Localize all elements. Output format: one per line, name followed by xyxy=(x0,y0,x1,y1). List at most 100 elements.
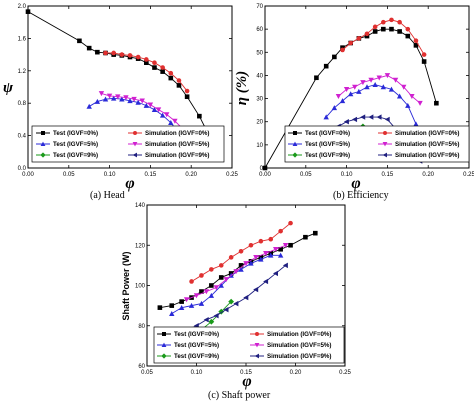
y-tick-label: 140 xyxy=(135,203,146,209)
data-point xyxy=(223,306,229,313)
legend-swatch-marker xyxy=(292,141,298,146)
data-point xyxy=(263,278,269,285)
legend-label: Test (IGVF=0%) xyxy=(174,331,219,338)
legend-swatch-marker xyxy=(133,131,137,135)
y-tick-label: 60 xyxy=(256,27,263,33)
data-point xyxy=(86,103,92,109)
legend-label: Simulation (IGVF=5%) xyxy=(267,342,331,349)
chart-panel-1: 0.00 0.05 0.10 0.15 0.20 0.25 0.0 0.4 0.8 1.2 1.6 2… xyxy=(3,4,239,201)
data-point xyxy=(152,65,157,70)
legend-swatch-marker xyxy=(132,152,137,158)
data-point xyxy=(277,252,284,258)
legend-label: Test (IGVF=0%) xyxy=(53,130,98,137)
data-point xyxy=(168,119,174,125)
data-point xyxy=(119,52,125,57)
data-point xyxy=(372,29,378,34)
data-point xyxy=(364,84,370,90)
data-point xyxy=(155,107,162,113)
data-point xyxy=(228,298,235,305)
legend-label: Test (IGVF=5%) xyxy=(174,342,219,349)
data-point xyxy=(434,100,439,106)
y-tick-label: 40 xyxy=(256,73,263,79)
data-point xyxy=(368,114,374,120)
data-point xyxy=(152,60,157,65)
data-point xyxy=(381,19,386,25)
data-point xyxy=(360,80,366,86)
data-point xyxy=(248,260,254,266)
x-tick-label: 0.00 xyxy=(22,172,34,178)
data-point xyxy=(262,165,268,171)
series-2 xyxy=(103,50,190,94)
y-tick-label: 20 xyxy=(256,120,263,126)
y-tick-label: 0 xyxy=(260,166,264,172)
data-point xyxy=(413,121,419,127)
legend-box xyxy=(153,326,345,364)
x-tick-label: 0.05 xyxy=(141,370,153,376)
y-tick-label: 1.6 xyxy=(18,36,27,42)
data-point xyxy=(199,289,204,294)
data-point xyxy=(135,54,141,60)
legend: Test (IGVF=0%) Simulation (IGVF=0%) Test (… xyxy=(31,125,225,163)
data-point xyxy=(238,263,244,268)
data-point xyxy=(86,45,92,51)
data-point xyxy=(389,26,394,32)
data-point xyxy=(347,91,354,97)
panel-caption: (b) Efficiency xyxy=(333,190,389,201)
data-point xyxy=(189,279,194,284)
x-tick-label: 0.15 xyxy=(145,172,157,178)
data-point xyxy=(228,255,234,260)
x-axis-label: φ xyxy=(125,175,134,192)
data-point xyxy=(368,77,374,83)
legend-box xyxy=(284,125,470,163)
data-point xyxy=(323,114,329,120)
legend-label: Test (IGVF=9%) xyxy=(305,152,350,159)
legend-label: Test (IGVF=5%) xyxy=(305,141,350,148)
legend-label: Simulation (IGVF=9%) xyxy=(267,353,331,360)
legend-swatch-marker xyxy=(161,353,167,359)
legend-label: Simulation (IGVF=0%) xyxy=(145,130,209,137)
data-point xyxy=(119,96,125,102)
data-point xyxy=(143,102,150,108)
legend-label: Test (IGVF=9%) xyxy=(174,353,219,360)
series-line xyxy=(264,28,437,169)
legend-swatch-marker xyxy=(254,343,260,348)
legend-label: Simulation (IGVF=0%) xyxy=(267,331,331,338)
data-point xyxy=(384,116,390,123)
data-point xyxy=(127,98,133,104)
data-point xyxy=(160,65,165,70)
data-point xyxy=(288,242,293,248)
y-axis-label: η (%) xyxy=(234,71,250,105)
data-point xyxy=(263,251,269,256)
data-point xyxy=(144,60,149,65)
data-point xyxy=(282,242,289,248)
x-tick-label: 0.05 xyxy=(63,172,75,178)
legend-swatch-marker xyxy=(254,353,259,359)
data-point xyxy=(372,24,378,30)
data-point xyxy=(282,262,288,269)
data-point xyxy=(144,57,149,62)
series-2 xyxy=(189,220,293,284)
legend: Test (IGVF=0%) Simulation (IGVF=0%) Test (… xyxy=(153,326,345,364)
series-3 xyxy=(323,81,419,127)
data-point xyxy=(176,83,182,88)
y-tick-label: 30 xyxy=(256,97,263,103)
data-point xyxy=(356,88,362,94)
x-tick-label: 0.00 xyxy=(259,172,271,178)
data-point xyxy=(381,26,386,32)
y-tick-label: 2.0 xyxy=(18,4,27,10)
data-point xyxy=(110,95,117,101)
chart-panel-3: 0.05 0.10 0.15 0.20 0.25 60 80 100 120 140 φ Shaft … xyxy=(121,203,351,401)
data-point xyxy=(159,112,166,118)
data-point xyxy=(218,263,224,268)
data-point xyxy=(364,31,370,37)
legend-label: Simulation (IGVF=9%) xyxy=(145,152,209,159)
data-point xyxy=(199,273,204,278)
y-tick-label: 60 xyxy=(138,364,145,370)
legend-swatch-marker xyxy=(40,152,46,158)
x-tick-label: 0.10 xyxy=(104,172,116,178)
legend-label: Test (IGVF=9%) xyxy=(53,152,98,159)
x-tick-label: 0.15 xyxy=(240,370,252,376)
legend-swatch-marker xyxy=(382,142,388,147)
data-point xyxy=(160,69,165,74)
data-point xyxy=(238,248,244,254)
